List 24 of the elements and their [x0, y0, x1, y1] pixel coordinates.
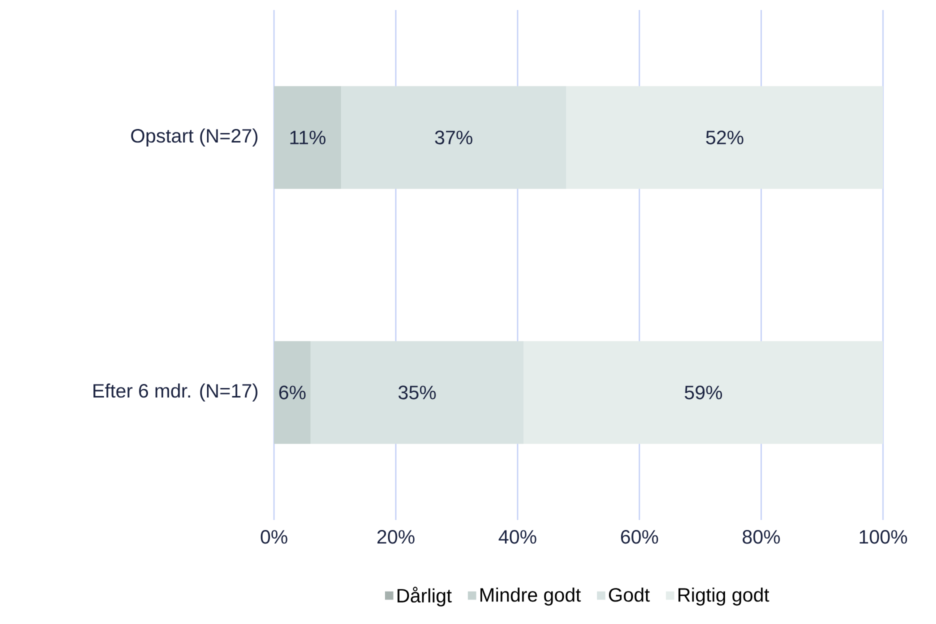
x-tick-label: 60%: [621, 530, 658, 544]
y-tick-label: Opstart (N=27): [131, 128, 258, 147]
legend-label: Mindre godt: [480, 588, 581, 606]
legend-label: Godt: [608, 588, 650, 602]
bar: [274, 86, 341, 189]
x-tick-label: 40%: [498, 530, 536, 544]
x-tick-label: 100%: [860, 530, 908, 544]
data-label: 37%: [435, 130, 472, 144]
bar: [566, 86, 883, 189]
legend-label: Dårligt: [398, 586, 452, 606]
x-tick-label: 20%: [377, 530, 414, 544]
bar: [274, 341, 311, 444]
data-label: 6%: [279, 386, 306, 400]
bar: [524, 341, 883, 444]
x-tick-label: 0%: [260, 530, 288, 544]
x-tick-label: 80%: [742, 530, 780, 544]
data-label: 11%: [290, 130, 326, 144]
y-tick-label: Efter 6 mdr. (N=17): [94, 383, 258, 402]
data-label: 59%: [684, 386, 722, 400]
data-label: 35%: [398, 386, 436, 400]
bar: [310, 341, 524, 444]
bar: [340, 86, 566, 189]
legend-label: Rigtig godt: [678, 588, 770, 606]
data-label: 52%: [706, 130, 744, 144]
